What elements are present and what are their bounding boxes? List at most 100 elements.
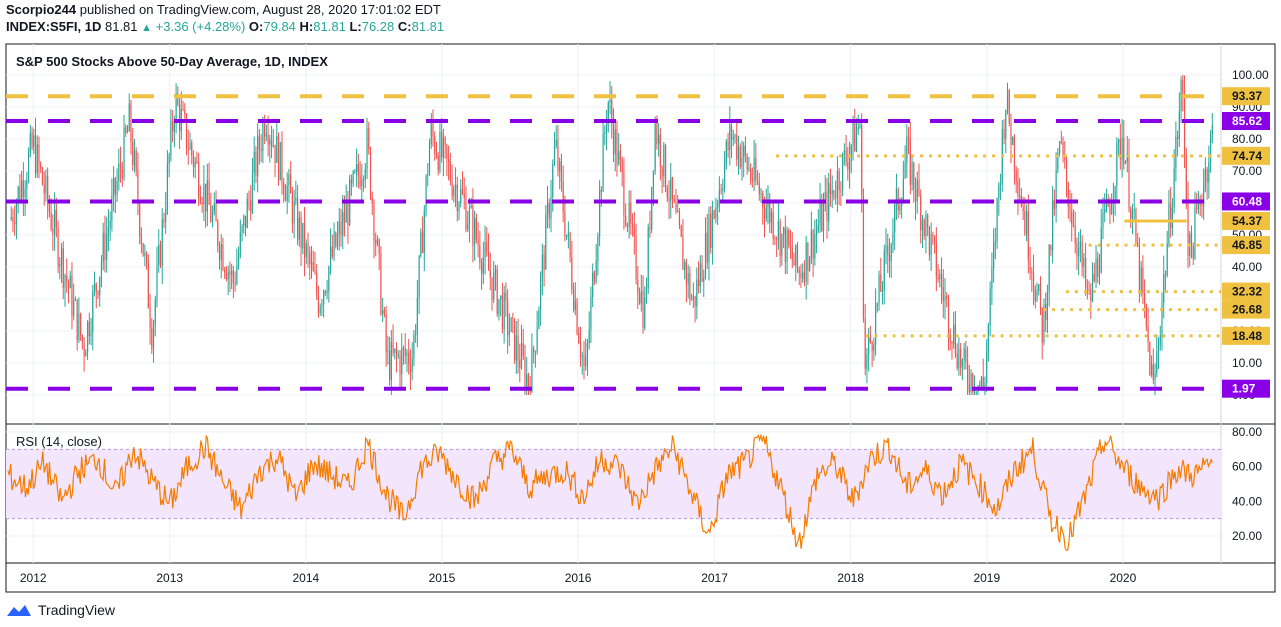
price-axis[interactable]: 100.0090.0080.0070.0060.0050.0040.0030.0…	[1222, 68, 1270, 543]
candle-body	[106, 234, 108, 260]
candle-body	[999, 183, 1002, 185]
candle-body	[684, 262, 686, 270]
candle-body	[1003, 129, 1005, 139]
candle-body	[347, 203, 349, 226]
candle-body	[244, 215, 247, 228]
candle-body	[986, 350, 988, 383]
candle-body	[173, 123, 175, 132]
candle-body	[848, 155, 851, 170]
footer: TradingView	[6, 602, 115, 618]
candle-body	[491, 277, 493, 300]
candle-body	[531, 348, 533, 392]
symbol-label[interactable]: INDEX:S5FI, 1D	[6, 19, 102, 34]
candle-body	[704, 232, 707, 278]
candle-body	[78, 313, 80, 341]
candle-body	[1116, 142, 1118, 187]
candle-body	[772, 211, 774, 239]
candle-body	[746, 155, 748, 170]
time-axis[interactable]: 2012 2013 2014 2015 2016 2017 2018 2019 2020	[20, 571, 1137, 585]
candle-body	[631, 223, 634, 227]
brand-name[interactable]: TradingView	[38, 602, 116, 618]
candle-body	[921, 219, 924, 230]
candle-body	[88, 321, 90, 337]
candle-body	[487, 252, 490, 271]
candle-body	[623, 172, 625, 216]
candle-body	[140, 234, 142, 244]
candle-body	[1060, 141, 1062, 143]
candle-body	[309, 252, 311, 265]
candle-body	[644, 297, 646, 328]
candle-body	[408, 352, 410, 365]
candle-body	[326, 291, 328, 293]
candle-body	[725, 141, 727, 163]
candle-body	[1150, 364, 1153, 376]
candle-body	[946, 295, 948, 299]
candle-body	[642, 291, 644, 328]
candle-body	[102, 232, 104, 263]
candle-body	[187, 148, 189, 150]
candle-body	[475, 218, 477, 240]
candle-body	[376, 239, 379, 244]
candle-body	[1178, 111, 1180, 139]
candle-body	[1196, 207, 1198, 209]
level-tag-label: 93.37	[1232, 89, 1262, 103]
candle-body	[373, 203, 375, 241]
candle-body	[375, 240, 377, 244]
candle-body	[842, 153, 844, 191]
candle-body	[918, 179, 920, 196]
candle-body	[524, 355, 526, 388]
candle-body	[213, 203, 215, 213]
candle-body	[1119, 139, 1121, 160]
candle-body	[966, 362, 969, 384]
rsi-line	[7, 433, 1213, 551]
time-tick-label: 2012	[20, 571, 47, 585]
candle-body	[682, 236, 684, 270]
time-tick-label: 2018	[837, 571, 864, 585]
candle-body	[920, 195, 922, 230]
candle-body	[474, 218, 476, 246]
candle-body	[1010, 123, 1012, 146]
candle-body	[371, 196, 373, 204]
candle-body	[1088, 288, 1090, 291]
candle-body	[293, 201, 295, 224]
candle-body	[302, 222, 304, 249]
candle-body	[907, 136, 910, 140]
candle-body	[274, 144, 276, 163]
candle-body	[250, 200, 252, 213]
candle-body	[1071, 212, 1073, 225]
candle-body	[463, 193, 465, 198]
candle-body	[1100, 227, 1102, 273]
candle-body	[734, 135, 736, 138]
candle-body	[857, 127, 859, 130]
candle-body	[321, 304, 323, 307]
candle-body	[611, 99, 613, 124]
candle-body	[630, 202, 632, 224]
candle-body	[802, 272, 804, 279]
candle-body	[628, 202, 630, 227]
candle-body	[1076, 243, 1078, 257]
ohlc-line: INDEX:S5FI, 1D 81.81 ▲ +3.36 (+4.28%) O:…	[6, 19, 444, 34]
candle-body	[118, 163, 120, 181]
candle-body	[776, 238, 778, 240]
high-value: 81.81	[313, 19, 346, 34]
candle-body	[887, 245, 889, 255]
candle-body	[592, 272, 594, 298]
candle-body	[430, 122, 432, 145]
candle-body	[625, 215, 627, 225]
candle-body	[1022, 207, 1024, 212]
candle-body	[510, 317, 512, 332]
candle-body	[585, 357, 587, 366]
candle-body	[619, 150, 622, 160]
candle-body	[1154, 373, 1156, 380]
candle-body	[461, 189, 464, 194]
candle-body	[812, 230, 814, 259]
candle-body	[1159, 335, 1161, 346]
author-name[interactable]: Scorpio244	[6, 2, 77, 17]
candle-body	[786, 229, 788, 263]
candle-body	[151, 328, 153, 349]
candle-body	[10, 217, 12, 219]
candle-body	[597, 236, 599, 261]
candle-body	[1194, 207, 1196, 259]
candle-body	[24, 188, 26, 198]
